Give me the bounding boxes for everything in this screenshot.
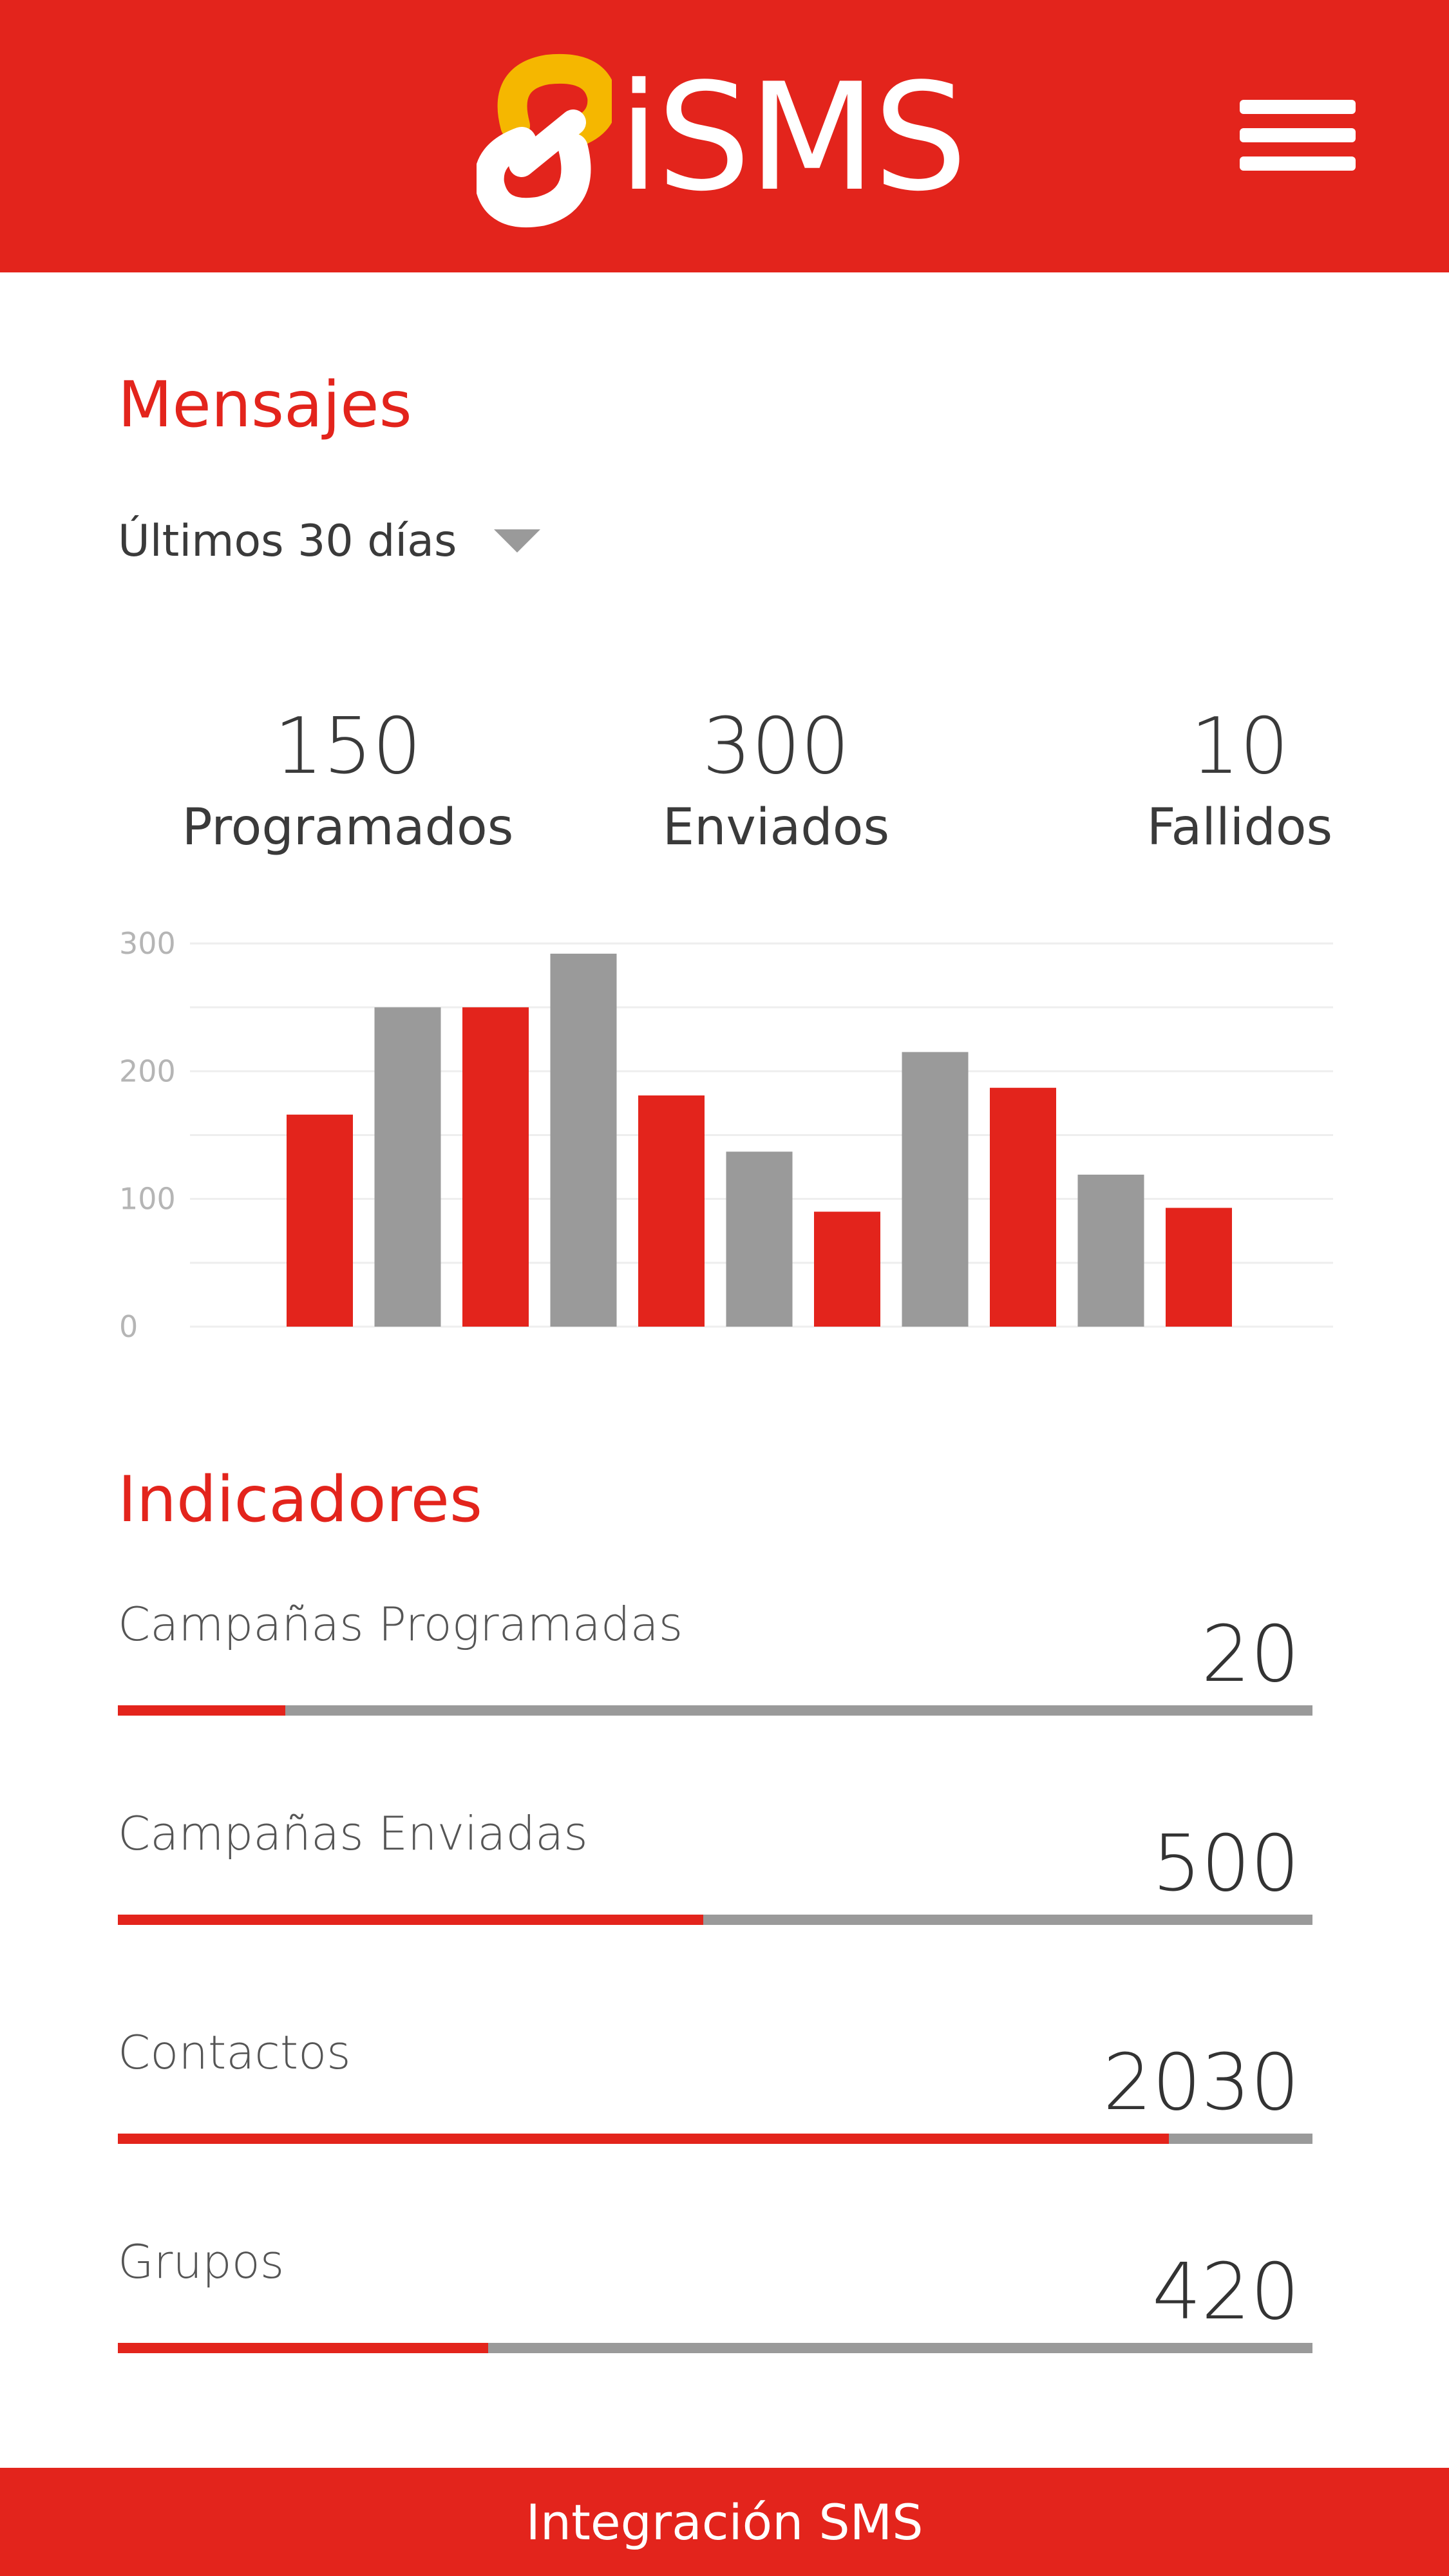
- chart-bar: [638, 1095, 705, 1327]
- stat-failed: 10 Fallidos: [1046, 702, 1433, 863]
- chevron-down-icon: [494, 529, 541, 553]
- chart-y-tick-label: 200: [119, 1054, 176, 1088]
- chart-bar: [902, 1052, 969, 1327]
- app-header: iSMS: [0, 0, 1449, 272]
- messages-bar-chart: 0 100 200 300: [119, 926, 1333, 1344]
- indicator-progress-bar: [118, 1705, 1312, 1716]
- period-dropdown[interactable]: Últimos 30 días: [118, 509, 541, 573]
- indicator-progress-fill: [118, 1705, 285, 1716]
- indicator-label: Grupos: [118, 2235, 285, 2289]
- stat-sent-label: Enviados: [662, 799, 890, 857]
- chart-bar: [990, 1088, 1056, 1327]
- link-logo-icon: [477, 54, 612, 228]
- chart-bar: [1077, 1174, 1144, 1327]
- menu-line: [1240, 100, 1356, 114]
- indicator-contacts: Contactos 2030: [118, 2025, 1312, 2161]
- chart-bar: [374, 1007, 441, 1327]
- indicator-progress-bar: [118, 2343, 1312, 2353]
- stat-sent: 300 Enviados: [583, 702, 969, 863]
- indicator-progress-bar: [118, 2134, 1312, 2144]
- chart-y-tick-label: 300: [119, 926, 176, 961]
- indicator-progress-fill: [118, 2343, 489, 2353]
- indicator-value: 2030: [1103, 2038, 1300, 2128]
- stat-sent-value: 300: [702, 702, 850, 791]
- indicator-label: Campañas Enviadas: [118, 1806, 588, 1861]
- indicator-value: 420: [1151, 2248, 1300, 2337]
- menu-line: [1240, 128, 1356, 142]
- stat-failed-label: Fallidos: [1146, 799, 1333, 857]
- indicator-scheduled-campaigns: Campañas Programadas 20: [118, 1597, 1312, 1732]
- period-selected-value: Últimos 30 días: [118, 515, 457, 567]
- app-logo-text: iSMS: [618, 52, 967, 224]
- chart-bar: [1166, 1208, 1232, 1327]
- chart-y-tick-label: 0: [119, 1309, 138, 1344]
- chart-y-tick-label: 100: [119, 1182, 176, 1217]
- stat-scheduled-value: 150: [274, 702, 422, 791]
- menu-line: [1240, 156, 1356, 171]
- indicator-value: 20: [1201, 1610, 1300, 1700]
- chart-bar: [814, 1211, 880, 1327]
- chart-bar: [726, 1151, 793, 1327]
- indicator-progress-bar: [118, 1915, 1312, 1925]
- footer-label: Integración SMS: [526, 2493, 923, 2551]
- indicators-section-title: Indicadores: [118, 1463, 483, 1537]
- indicator-label: Campañas Programadas: [118, 1597, 683, 1651]
- indicator-progress-fill: [118, 2134, 1170, 2144]
- messages-section-title: Mensajes: [118, 368, 412, 442]
- indicator-label: Contactos: [118, 2025, 351, 2079]
- indicator-groups: Grupos 420: [118, 2235, 1312, 2370]
- chart-bar: [462, 1007, 529, 1327]
- indicator-sent-campaigns: Campañas Enviadas 500: [118, 1806, 1312, 1942]
- sms-integration-button[interactable]: Integración SMS: [0, 2468, 1449, 2576]
- hamburger-menu-icon[interactable]: [1240, 100, 1356, 171]
- chart-bar: [287, 1114, 353, 1327]
- chart-bar: [550, 953, 617, 1327]
- stat-scheduled-label: Programados: [182, 799, 514, 857]
- indicator-value: 500: [1151, 1819, 1300, 1909]
- indicator-progress-fill: [118, 1915, 703, 1925]
- stat-failed-value: 10: [1190, 702, 1289, 791]
- stat-scheduled: 150 Programados: [155, 702, 541, 863]
